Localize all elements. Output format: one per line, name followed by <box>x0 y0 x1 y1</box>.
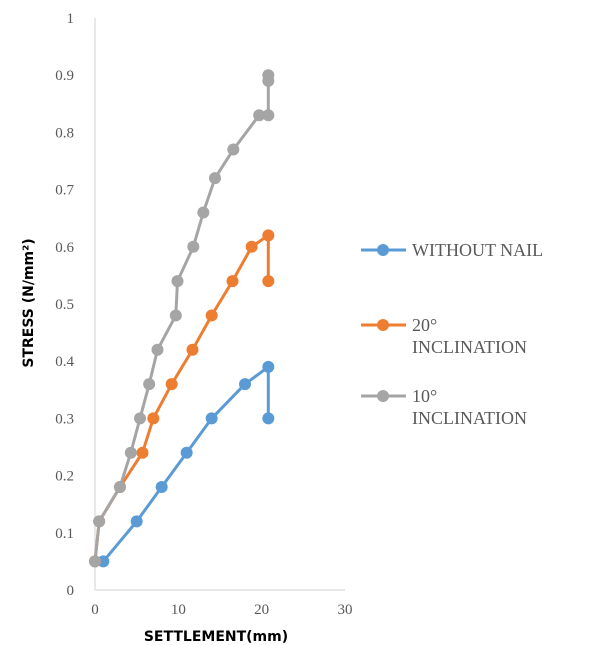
data-point <box>253 109 266 122</box>
data-point <box>171 275 184 288</box>
data-point <box>226 275 239 288</box>
data-point <box>227 143 240 156</box>
legend-item: WITHOUT NAIL <box>361 240 543 260</box>
data-point <box>186 343 199 356</box>
legend-label: INCLINATION <box>412 337 527 357</box>
y-tick-label: 0.2 <box>55 469 74 485</box>
legend-label: 10° <box>412 386 437 406</box>
y-axis-ticks: 0 0.1 0.2 0.3 0.4 0.5 0.6 0.7 0.8 0.9 1 <box>55 11 74 599</box>
data-point <box>262 69 275 82</box>
x-tick-label: 0 <box>91 602 99 618</box>
legend-label: INCLINATION <box>412 408 527 428</box>
series-1 <box>97 360 275 568</box>
y-tick-label: 0.3 <box>55 411 74 427</box>
data-point <box>205 309 218 322</box>
y-tick-label: 0.4 <box>55 354 74 370</box>
y-tick-label: 0.7 <box>55 183 74 199</box>
data-point <box>151 343 164 356</box>
y-axis-title: STRESS (N/mm²) <box>21 238 37 367</box>
legend-swatch-marker <box>377 390 389 402</box>
data-point <box>209 172 221 185</box>
data-point <box>134 412 146 425</box>
x-tick-label: 30 <box>338 602 353 618</box>
data-point <box>97 555 110 568</box>
data-point <box>89 555 101 568</box>
x-tick-label: 10 <box>171 602 186 618</box>
data-point <box>239 378 251 391</box>
y-tick-label: 0.5 <box>55 297 74 313</box>
data-point <box>147 412 160 425</box>
data-point <box>114 481 126 494</box>
data-point <box>130 515 143 528</box>
x-tick-label: 20 <box>254 602 269 618</box>
data-point <box>124 446 137 459</box>
data-point <box>262 412 275 425</box>
x-axis-title: SETTLEMENT(mm) <box>144 629 288 645</box>
y-tick-label: 0 <box>67 583 75 599</box>
data-point <box>155 481 168 494</box>
legend-label: 20° <box>412 315 437 335</box>
legend-swatch-marker <box>377 319 389 331</box>
x-axis-ticks: 0 10 20 30 <box>91 602 352 618</box>
data-point <box>143 378 156 391</box>
legend-swatch-marker <box>377 244 389 256</box>
legend-item: 20°INCLINATION <box>361 315 527 357</box>
data-point <box>205 412 218 425</box>
legend-label: WITHOUT NAIL <box>412 240 543 260</box>
y-tick-label: 0.9 <box>55 68 74 84</box>
data-point <box>187 240 200 253</box>
data-point <box>262 109 275 122</box>
data-point <box>169 309 182 322</box>
data-point <box>197 206 210 219</box>
data-point <box>136 446 149 459</box>
data-point <box>262 360 275 373</box>
y-tick-label: 0.1 <box>55 526 74 542</box>
data-point <box>262 275 275 288</box>
legend-item: 10°INCLINATION <box>361 386 527 428</box>
data-point <box>245 240 258 253</box>
y-tick-label: 0.8 <box>55 125 74 141</box>
data-point <box>262 229 275 242</box>
data-point <box>180 446 193 459</box>
y-tick-label: 0.6 <box>55 240 74 256</box>
series-3 <box>89 69 275 568</box>
series-2 <box>89 229 275 568</box>
data-point <box>93 515 106 528</box>
series-layer <box>89 69 275 568</box>
data-point <box>165 378 178 391</box>
y-tick-label: 1 <box>67 11 75 27</box>
